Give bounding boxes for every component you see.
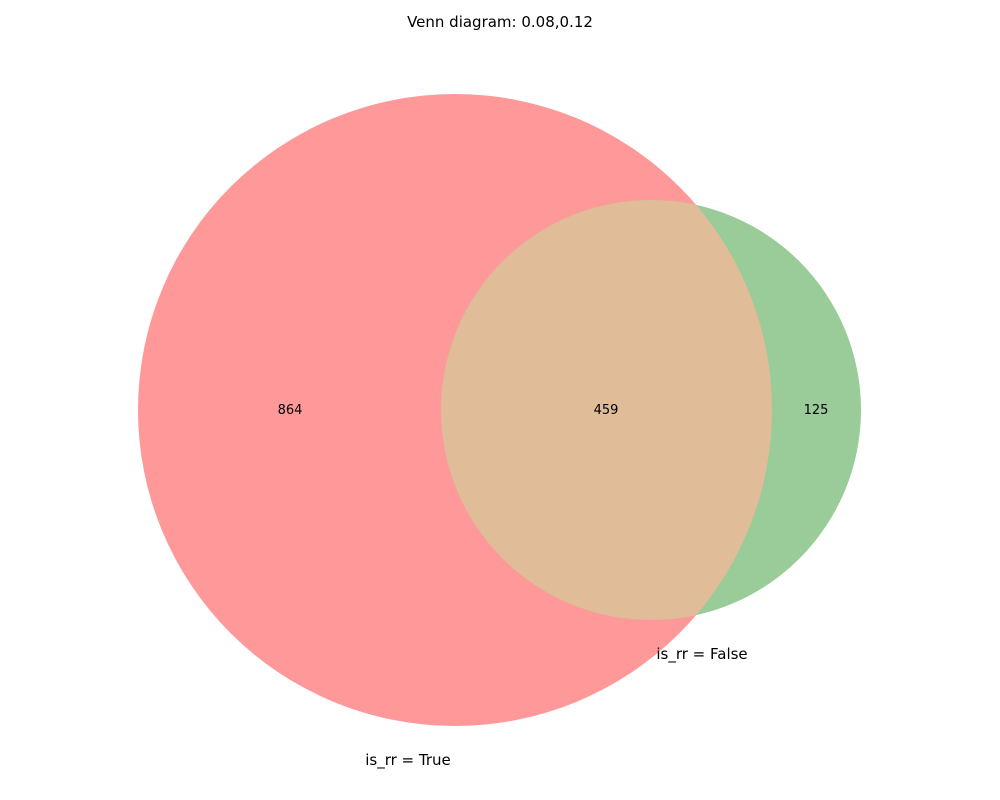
set-label-false: is_rr = False: [656, 645, 747, 664]
set-label-true: is_rr = True: [365, 751, 451, 770]
region-count-both: 459: [594, 403, 619, 418]
region-count-only-true: 864: [278, 403, 303, 418]
diagram-title: Venn diagram: 0.08,0.12: [407, 13, 593, 31]
region-count-only-false: 125: [804, 403, 829, 418]
